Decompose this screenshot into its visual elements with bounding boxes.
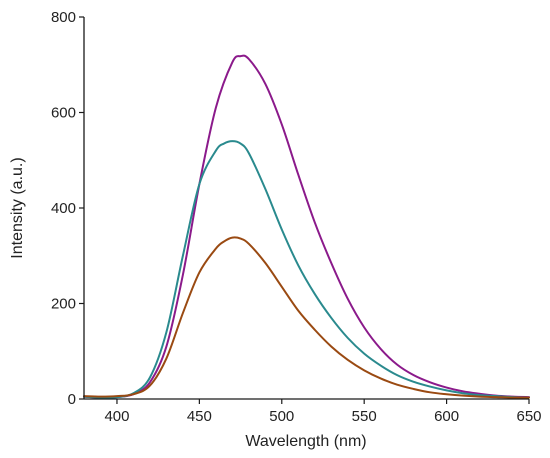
y-tick-label: 600 [51,105,76,122]
y-tick-label: 400 [51,200,76,217]
y-tick-label: 200 [51,296,76,313]
x-tick-label: 550 [352,408,377,425]
x-tick-label: 400 [104,408,129,425]
x-tick-label: 600 [434,408,459,425]
y-axis-title: Intensity (a.u.) [9,157,26,258]
x-tick-label: 450 [187,408,212,425]
series-line-1 [83,54,530,399]
series-line-2 [83,140,530,399]
x-axis-title: Wavelength (nm) [245,433,366,450]
y-tick-label: 0 [68,391,76,408]
y-tick-label: 800 [51,9,76,26]
series-layer [83,54,530,399]
series-line-3 [83,236,530,399]
ticks-layer: 400 450 500 550 600 650 0 200 400 600 800 [51,9,542,425]
x-tick-label: 650 [516,408,541,425]
x-tick-label: 500 [269,408,294,425]
